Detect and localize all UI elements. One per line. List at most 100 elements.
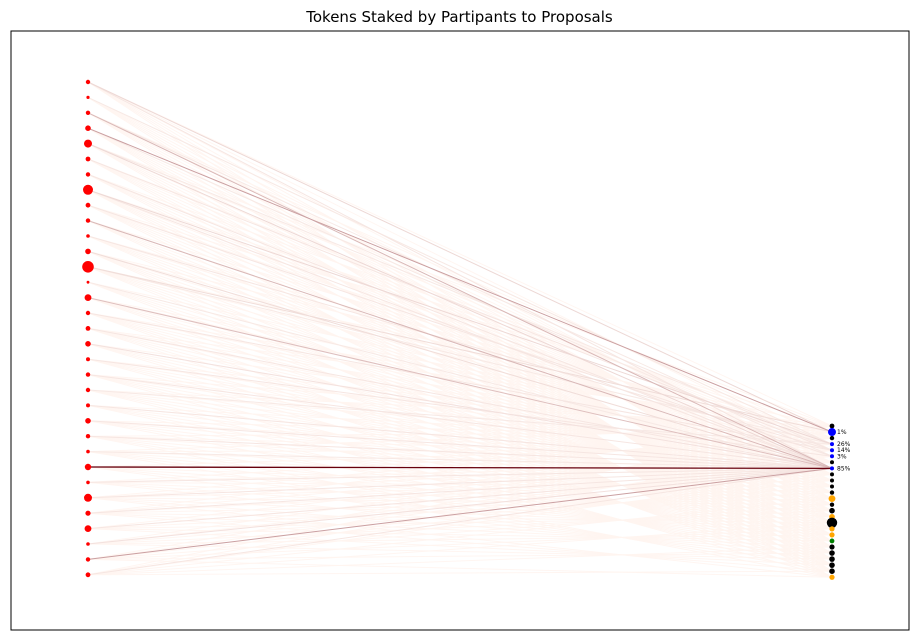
edge: [87, 467, 833, 560]
edge: [87, 389, 833, 445]
edge-faint: [87, 158, 833, 445]
edge: [87, 96, 833, 445]
proposal-node: [829, 490, 835, 495]
participant-node: [83, 184, 93, 195]
edge-faint: [87, 486, 833, 545]
edge: [87, 343, 833, 469]
edge-faint: [87, 143, 833, 427]
edge: [87, 297, 833, 469]
participant-node: [84, 463, 92, 471]
edge: [87, 466, 833, 470]
participant-node: [86, 480, 90, 485]
proposal-node: [830, 472, 834, 477]
participant-node: [86, 357, 90, 362]
participant-node: [86, 449, 90, 454]
participant-node: [84, 525, 92, 532]
proposal-node: [829, 544, 835, 550]
edge-faint: [87, 466, 833, 494]
proposal-node: [829, 538, 835, 544]
proposal-node: [829, 423, 835, 429]
edge-faint: [87, 281, 833, 445]
edge-faint: [87, 266, 833, 427]
participant-node: [85, 510, 91, 516]
edge-faint: [87, 570, 833, 576]
proposal-node: [830, 460, 834, 465]
edge-faint: [87, 479, 833, 560]
edge: [87, 189, 833, 445]
edge: [87, 143, 833, 469]
edge: [87, 281, 833, 469]
proposal-node: [828, 428, 836, 437]
participant-node: [85, 248, 91, 255]
proposal-node: [829, 507, 835, 514]
edge-faint: [87, 431, 833, 560]
edge: [87, 112, 833, 469]
participant-node: [85, 372, 91, 377]
edge: [87, 374, 833, 469]
participant-node: [85, 110, 91, 116]
proposal-node: [829, 574, 835, 580]
participant-node: [84, 294, 92, 301]
edge-faint: [87, 522, 833, 576]
participant-node: [82, 261, 94, 273]
participant-node: [86, 403, 90, 408]
participant-node: [85, 310, 91, 316]
proposal-label: 85%: [837, 465, 851, 472]
proposal-node: [830, 478, 834, 483]
edge: [87, 173, 833, 469]
proposal-label: 1%: [837, 429, 847, 436]
edges-layer: [87, 81, 833, 578]
edge: [87, 451, 833, 469]
edge-faint: [87, 546, 833, 576]
edge-faint: [87, 374, 833, 433]
proposal-node: [830, 466, 834, 471]
edge: [87, 467, 833, 514]
proposal-node: [829, 562, 835, 568]
edge: [87, 467, 833, 576]
proposal-node: [829, 532, 835, 538]
participant-node: [85, 434, 91, 439]
participant-node: [85, 172, 91, 177]
proposal-node: [829, 556, 835, 562]
participant-node: [85, 125, 91, 131]
labels-layer: 1% 26%14%3% 85%: [837, 429, 851, 472]
edge-faint: [87, 431, 833, 499]
edge: [87, 467, 833, 530]
edge: [87, 467, 833, 483]
participant-node: [86, 95, 90, 99]
edge-faint: [87, 425, 833, 576]
participant-node: [85, 557, 91, 562]
edge: [87, 81, 833, 469]
edge-faint: [87, 492, 833, 530]
edge: [87, 327, 833, 469]
participant-node: [85, 79, 91, 85]
proposal-node: [830, 448, 834, 453]
proposal-node: [830, 454, 834, 459]
edge: [87, 250, 833, 469]
proposal-node: [829, 568, 835, 574]
nodes-layer: [82, 79, 838, 580]
proposal-node: [829, 435, 835, 441]
proposal-node: [829, 502, 835, 507]
edge-faint: [87, 189, 833, 433]
edge-faint: [87, 498, 833, 576]
chart-title: Tokens Staked by Partipants to Proposals: [306, 8, 613, 26]
participant-node: [85, 387, 91, 393]
proposal-label: 14%: [837, 447, 851, 454]
plot-frame: [10, 30, 910, 631]
edge: [87, 189, 833, 469]
edge-faint: [87, 204, 833, 427]
participant-node: [86, 542, 90, 546]
edge: [87, 266, 833, 433]
participant-node: [86, 280, 90, 284]
proposal-node: [830, 484, 834, 489]
edge-faint: [87, 96, 833, 469]
proposal-label: 3%: [837, 453, 847, 460]
edge: [87, 220, 833, 469]
proposal-node: [829, 526, 835, 532]
proposal-node: [828, 495, 836, 502]
proposal-node: [826, 517, 838, 528]
participant-node: [85, 572, 91, 578]
participant-node: [84, 493, 92, 502]
